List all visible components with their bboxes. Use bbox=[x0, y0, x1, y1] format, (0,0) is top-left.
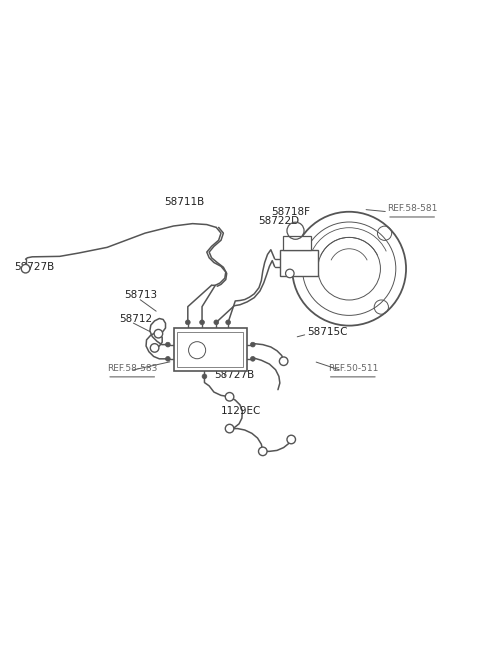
Text: REF.50-511: REF.50-511 bbox=[328, 364, 378, 373]
Text: 58711B: 58711B bbox=[164, 197, 204, 207]
Circle shape bbox=[225, 392, 234, 401]
Circle shape bbox=[185, 320, 190, 325]
Circle shape bbox=[225, 424, 234, 433]
Circle shape bbox=[166, 342, 170, 347]
Circle shape bbox=[251, 342, 255, 347]
Circle shape bbox=[150, 344, 159, 352]
Circle shape bbox=[286, 269, 294, 277]
Circle shape bbox=[251, 356, 255, 361]
FancyBboxPatch shape bbox=[178, 332, 243, 367]
Text: 58713: 58713 bbox=[124, 291, 157, 300]
Text: 58727B: 58727B bbox=[214, 370, 254, 380]
Circle shape bbox=[259, 447, 267, 456]
Circle shape bbox=[200, 320, 204, 325]
Text: REF.58-583: REF.58-583 bbox=[107, 364, 157, 373]
Circle shape bbox=[214, 320, 219, 325]
Text: REF.58-581: REF.58-581 bbox=[387, 204, 437, 213]
Text: 58722D: 58722D bbox=[258, 216, 299, 226]
FancyBboxPatch shape bbox=[174, 328, 247, 371]
Text: 1129EC: 1129EC bbox=[221, 406, 262, 416]
Circle shape bbox=[21, 264, 30, 273]
Circle shape bbox=[154, 329, 163, 338]
Text: 58727B: 58727B bbox=[14, 262, 55, 272]
Text: 58715C: 58715C bbox=[307, 327, 348, 337]
Text: 58712: 58712 bbox=[119, 314, 152, 324]
Circle shape bbox=[287, 435, 296, 443]
Circle shape bbox=[202, 374, 207, 379]
Circle shape bbox=[166, 356, 170, 361]
FancyBboxPatch shape bbox=[280, 250, 318, 276]
FancyBboxPatch shape bbox=[283, 236, 311, 250]
Text: 58718F: 58718F bbox=[271, 207, 310, 216]
Circle shape bbox=[279, 357, 288, 365]
Circle shape bbox=[226, 320, 230, 325]
